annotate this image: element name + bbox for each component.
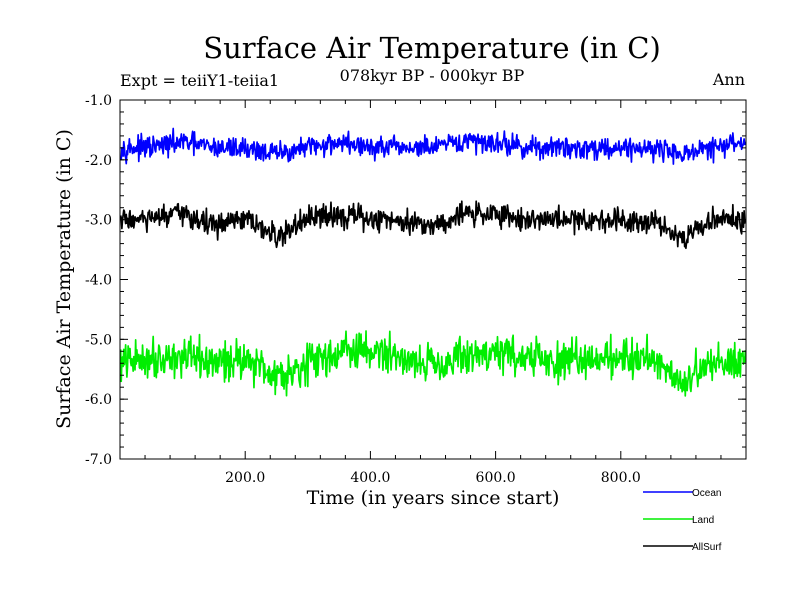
legend-label-ocean: Ocean	[692, 488, 721, 499]
chart-subtitle: 078kyr BP - 000kyr BP	[340, 66, 525, 85]
series-line-allsurf	[119, 200, 746, 250]
x-tick-label: 800.0	[601, 470, 641, 486]
y-tick-label: -5.0	[85, 332, 112, 348]
plot-lines	[119, 127, 747, 397]
chart-title: Surface Air Temperature (in C)	[203, 31, 661, 65]
y-tick-label: -7.0	[85, 452, 112, 468]
x-axis-ticks: 200.0 400.0 600.0 800.0	[144, 100, 722, 486]
y-tick-label: -3.0	[85, 213, 112, 229]
y-axis-label: Surface Air Temperature (in C)	[53, 129, 75, 429]
legend-label-allsurf: AllSurf	[692, 542, 722, 553]
y-tick-label: -2.0	[85, 153, 112, 169]
x-axis-label: Time (in years since start)	[307, 487, 560, 509]
experiment-label: Expt = teiiY1-teiia1	[120, 71, 279, 90]
x-tick-label: 400.0	[350, 470, 390, 486]
y-axis-ticks: -1.0 -2.0 -3.0 -4.0 -5.0 -6.0 -7.0	[85, 93, 746, 468]
x-tick-label: 600.0	[476, 470, 516, 486]
x-tick-label: 200.0	[225, 470, 265, 486]
series-line-ocean	[119, 127, 747, 165]
legend-label-land: Land	[692, 515, 714, 526]
series-line-land	[119, 330, 747, 397]
y-tick-label: -4.0	[85, 273, 112, 289]
legend: Ocean Land AllSurf	[643, 488, 722, 553]
y-tick-label: -6.0	[85, 392, 112, 408]
y-tick-label: -1.0	[85, 93, 112, 109]
season-label: Ann	[712, 70, 745, 89]
plot-frame	[119, 99, 747, 460]
